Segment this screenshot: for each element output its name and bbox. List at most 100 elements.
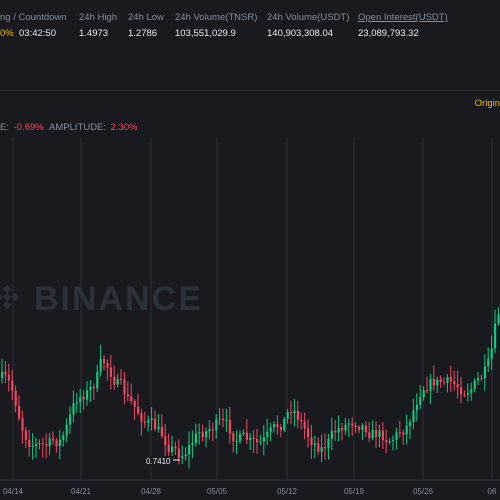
candle-body xyxy=(106,363,109,368)
candle-body xyxy=(358,426,361,430)
candle-body xyxy=(99,358,102,372)
candle-body xyxy=(86,390,89,400)
candle-body xyxy=(443,382,446,384)
candle-body xyxy=(269,427,272,432)
candle-body xyxy=(218,418,221,420)
candle-body xyxy=(283,418,286,431)
amplitude-value: 2.30% xyxy=(110,122,138,133)
candle-body xyxy=(473,380,476,389)
candle-body xyxy=(228,419,231,434)
candle-body xyxy=(137,406,140,414)
candle-body xyxy=(354,425,357,427)
amplitude-label: AMPLITUDE: xyxy=(49,122,107,133)
candle-body xyxy=(415,404,418,411)
divider xyxy=(0,90,500,91)
watermark-text: BINANCE xyxy=(34,280,203,318)
candle-body xyxy=(392,439,395,442)
candle-body xyxy=(368,432,371,439)
candle-body xyxy=(58,439,61,447)
candle-body xyxy=(487,358,490,367)
candle-body xyxy=(116,378,119,385)
candle-body xyxy=(174,446,177,449)
candle-body xyxy=(466,392,469,395)
candle-body xyxy=(45,444,48,446)
candle-body xyxy=(82,396,85,400)
candle-body xyxy=(188,445,191,455)
candle-body xyxy=(273,424,276,428)
candle-body xyxy=(395,432,398,440)
candle-body xyxy=(262,436,265,442)
candle-body xyxy=(191,443,194,446)
candle-body xyxy=(21,418,24,431)
candle-body xyxy=(157,426,160,429)
open-interest-label[interactable]: Open Interest(USDT) xyxy=(358,12,448,23)
candle-body xyxy=(11,380,14,391)
candle-body xyxy=(62,435,65,440)
candle-body xyxy=(290,412,293,414)
candle-body xyxy=(41,443,44,445)
x-tick-label: 05/19 xyxy=(344,487,365,496)
high-24h-stat: 24h High 1.4973 xyxy=(79,12,117,39)
candle-body xyxy=(490,348,493,359)
low-24h-stat: 24h Low 1.2786 xyxy=(128,12,164,39)
candle-body xyxy=(460,387,463,395)
candle-info-line: E: -0.69% AMPLITUDE: 2.30% xyxy=(0,122,138,133)
candle-body xyxy=(7,374,10,381)
candle-body xyxy=(388,441,391,443)
volume-tnsr-label: 24h Volume(TNSR) xyxy=(175,12,258,23)
market-stats-bar: ng / Countdown 0% 03:42:50 24h High 1.49… xyxy=(0,0,500,46)
candle-body xyxy=(364,425,367,433)
candle-body xyxy=(446,377,449,383)
candle-body xyxy=(426,390,429,392)
candle-body xyxy=(361,425,364,430)
candle-body xyxy=(497,314,500,324)
candle-body xyxy=(171,446,174,452)
candle-body xyxy=(198,432,201,434)
candle-body xyxy=(327,438,330,449)
candle-body xyxy=(310,436,313,445)
open-interest-value: 23,089,793.32 xyxy=(358,28,419,39)
volume-usdt-label: 24h Volume(USDT) xyxy=(267,12,350,23)
candle-body xyxy=(133,401,136,407)
candle-body xyxy=(89,386,92,391)
candle-body xyxy=(126,394,129,397)
candle-body xyxy=(140,413,143,422)
candle-body xyxy=(1,371,4,378)
funding-countdown-stat: ng / Countdown 0% 03:42:50 xyxy=(0,12,67,39)
volume-usdt-value: 140,903,308.04 xyxy=(267,28,334,39)
volume-tnsr-value: 103,551,029.9 xyxy=(175,28,236,39)
funding-rate-value: 0% xyxy=(0,28,14,39)
candle-body xyxy=(439,379,442,383)
candle-body xyxy=(381,430,384,441)
funding-countdown-label: ng / Countdown xyxy=(0,12,67,23)
candle-body xyxy=(378,430,381,437)
candle-body xyxy=(28,439,31,447)
candle-body xyxy=(154,418,157,429)
candle-body xyxy=(123,379,126,395)
candle-body xyxy=(256,438,259,443)
change-label: E: xyxy=(0,122,9,133)
candle-body xyxy=(351,423,354,426)
x-tick-label: 05/12 xyxy=(277,487,298,496)
open-interest-stat[interactable]: Open Interest(USDT) 23,089,793.32 xyxy=(358,12,448,39)
origin-view-button[interactable]: Origin xyxy=(474,98,500,109)
candle-body xyxy=(398,432,401,434)
high-24h-value: 1.4973 xyxy=(79,28,109,39)
volume-tnsr-stat: 24h Volume(TNSR) 103,551,029.9 xyxy=(175,12,257,39)
x-tick-label: 04/28 xyxy=(141,487,162,496)
candle-body xyxy=(337,428,340,433)
candle-body xyxy=(463,394,466,396)
candle-body xyxy=(52,438,55,441)
candle-body xyxy=(232,433,235,442)
low-24h-value: 1.2786 xyxy=(128,28,158,39)
candle-body xyxy=(320,447,323,452)
candle-body xyxy=(92,386,95,389)
candle-body xyxy=(293,411,296,414)
candle-body xyxy=(194,433,197,444)
candlestick-chart[interactable]: 04/14 04/21 04/28 05/05 05/12 05/19 05/26 06 xyxy=(0,138,500,500)
x-tick-label: 05/05 xyxy=(207,487,228,496)
candle-body xyxy=(453,381,456,385)
candle-body xyxy=(334,430,337,433)
candle-body xyxy=(242,432,245,434)
candle-body xyxy=(279,427,282,431)
